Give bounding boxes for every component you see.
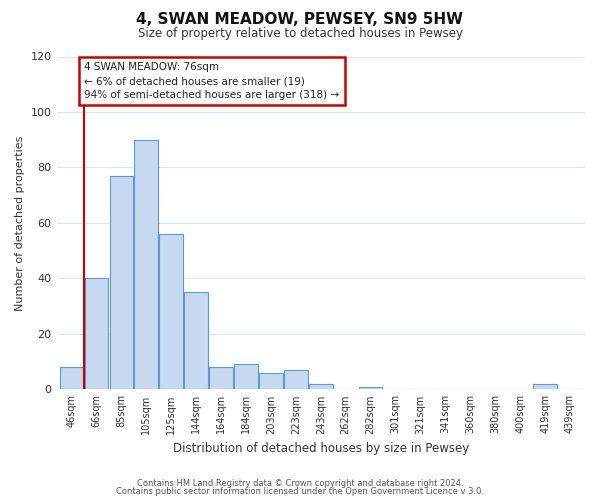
Text: Size of property relative to detached houses in Pewsey: Size of property relative to detached ho… [137, 28, 463, 40]
Bar [110, 176, 133, 390]
Text: Contains HM Land Registry data © Crown copyright and database right 2024.: Contains HM Land Registry data © Crown c… [137, 478, 463, 488]
Bar [85, 278, 108, 390]
Bar [533, 384, 557, 390]
Bar [284, 370, 308, 390]
Bar [59, 367, 83, 390]
Bar [160, 234, 183, 390]
Bar [359, 386, 382, 390]
Text: 4 SWAN MEADOW: 76sqm
← 6% of detached houses are smaller (19)
94% of semi-detach: 4 SWAN MEADOW: 76sqm ← 6% of detached ho… [85, 62, 340, 100]
Bar [234, 364, 258, 390]
Bar [184, 292, 208, 390]
Bar [309, 384, 332, 390]
X-axis label: Distribution of detached houses by size in Pewsey: Distribution of detached houses by size … [173, 442, 469, 455]
Text: 4, SWAN MEADOW, PEWSEY, SN9 5HW: 4, SWAN MEADOW, PEWSEY, SN9 5HW [137, 12, 464, 28]
Text: Contains public sector information licensed under the Open Government Licence v : Contains public sector information licen… [116, 487, 484, 496]
Bar [209, 367, 233, 390]
Bar [259, 373, 283, 390]
Y-axis label: Number of detached properties: Number of detached properties [15, 136, 25, 310]
Bar [134, 140, 158, 390]
